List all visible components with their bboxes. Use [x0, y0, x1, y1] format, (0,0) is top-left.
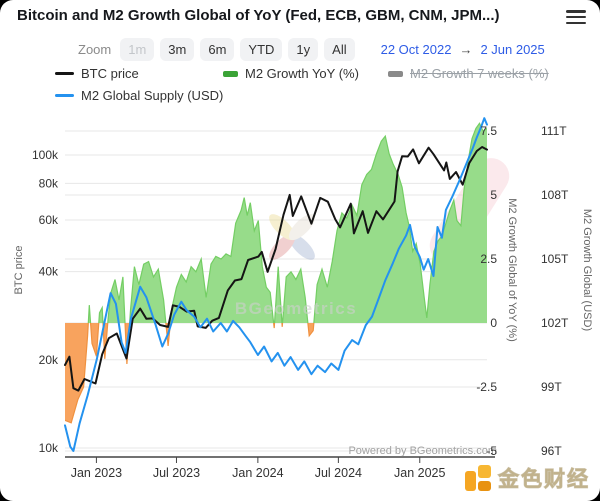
- m2-yoy-area-positive: [65, 123, 487, 323]
- golden-finance-logo-icon: [465, 465, 491, 491]
- svg-text:60k: 60k: [39, 213, 59, 227]
- svg-text:108T: 108T: [541, 188, 569, 202]
- svg-text:Jul 2023: Jul 2023: [153, 466, 200, 480]
- zoom-label: Zoom: [78, 42, 112, 57]
- m2-yoy-area-negative: [65, 323, 487, 423]
- svg-text:40k: 40k: [39, 265, 59, 279]
- svg-text:5: 5: [490, 188, 497, 202]
- gridlines: [65, 130, 487, 452]
- svg-text:102T: 102T: [541, 316, 569, 330]
- usd-axis-labels: 111T 108T 105T 102T 99T 96T: [541, 124, 569, 458]
- svg-text:-2.5: -2.5: [476, 380, 497, 394]
- zoom-button-ytd[interactable]: YTD: [240, 38, 283, 61]
- svg-text:Jan 2024: Jan 2024: [232, 466, 283, 480]
- legend-item-2[interactable]: M2 Growth 7 weeks (%): [388, 66, 549, 81]
- powered-by-label: Powered by BGeometrics.com: [348, 445, 497, 457]
- range-from-input[interactable]: 22 Oct 2022: [380, 42, 452, 57]
- legend-label: M2 Global Supply (USD): [81, 88, 224, 103]
- pct-axis-labels: 7.5 5 2.5 0 -2.5 -5: [476, 124, 497, 458]
- legend-swatch-icon: [55, 72, 74, 75]
- svg-text:Jan 2025: Jan 2025: [394, 466, 445, 480]
- svg-text:80k: 80k: [39, 176, 59, 190]
- legend-item-0[interactable]: BTC price: [55, 66, 223, 81]
- svg-text:100k: 100k: [32, 148, 59, 162]
- svg-text:111T: 111T: [541, 124, 567, 138]
- svg-text:Jan 2023: Jan 2023: [71, 466, 122, 480]
- hamburger-menu-icon[interactable]: [566, 10, 586, 24]
- zoom-buttons: 1m 3m 6m YTD 1y All: [120, 38, 355, 61]
- zoom-button-1y[interactable]: 1y: [288, 38, 319, 61]
- toolbar: Zoom 1m 3m 6m YTD 1y All 22 Oct 2022 → 2 Jun …: [78, 38, 545, 61]
- zoom-button-6m[interactable]: 6m: [200, 38, 235, 61]
- zoom-button-1m[interactable]: 1m: [120, 38, 155, 61]
- legend-swatch-icon: [55, 94, 74, 97]
- range-to-input[interactable]: 2 Jun 2025: [480, 42, 545, 57]
- svg-text:10k: 10k: [39, 441, 59, 455]
- pct-axis-title: M2 Growth Global of YoY (%): [506, 198, 518, 341]
- bgeometrics-watermark-text: BGeometrics: [235, 299, 357, 318]
- date-range: 22 Oct 2022 → 2 Jun 2025: [381, 42, 545, 57]
- svg-text:20k: 20k: [39, 353, 59, 367]
- svg-text:-5: -5: [486, 444, 497, 458]
- svg-text:7.5: 7.5: [480, 124, 497, 138]
- btc-price-line: [64, 146, 488, 392]
- legend-item-1[interactable]: M2 Growth YoY (%): [223, 66, 388, 81]
- golden-finance-text: 金色财经: [498, 468, 590, 492]
- legend-label: M2 Growth 7 weeks (%): [410, 66, 549, 81]
- svg-text:99T: 99T: [541, 380, 562, 394]
- svg-text:2.5: 2.5: [480, 252, 497, 266]
- bgeometrics-pinwheel-icon: [269, 214, 315, 260]
- range-arrow-icon: →: [459, 42, 473, 57]
- legend-swatch-icon: [388, 70, 403, 77]
- btc-axis-labels: 100k 80k 60k 40k 20k 10k: [32, 148, 59, 455]
- legend-item-3[interactable]: M2 Global Supply (USD): [55, 88, 223, 103]
- legend: BTC price M2 Growth YoY (%) M2 Growth 7 we…: [55, 66, 585, 103]
- svg-text:0: 0: [490, 316, 497, 330]
- btc-axis-title: BTC price: [13, 246, 25, 295]
- x-axis-labels: Jan 2023 Jul 2023 Jan 2024 Jul 2024 Jan 2025: [71, 457, 446, 480]
- zoom-button-3m[interactable]: 3m: [160, 38, 195, 61]
- svg-text:96T: 96T: [541, 444, 562, 458]
- golden-finance-watermark: 金色财经: [465, 463, 590, 493]
- pink-watermark-shape: [429, 158, 510, 264]
- page-title: Bitcoin and M2 Growth Global of YoY (Fed…: [17, 7, 500, 24]
- legend-label: BTC price: [81, 66, 139, 81]
- zoom-button-all[interactable]: All: [324, 38, 355, 61]
- svg-text:105T: 105T: [541, 252, 569, 266]
- svg-text:Jul 2024: Jul 2024: [315, 466, 362, 480]
- legend-label: M2 Growth YoY (%): [245, 66, 359, 81]
- usd-axis-title: M2 Growth Global (USD): [581, 209, 593, 331]
- m2-supply-line: [64, 117, 488, 452]
- legend-swatch-icon: [223, 70, 238, 77]
